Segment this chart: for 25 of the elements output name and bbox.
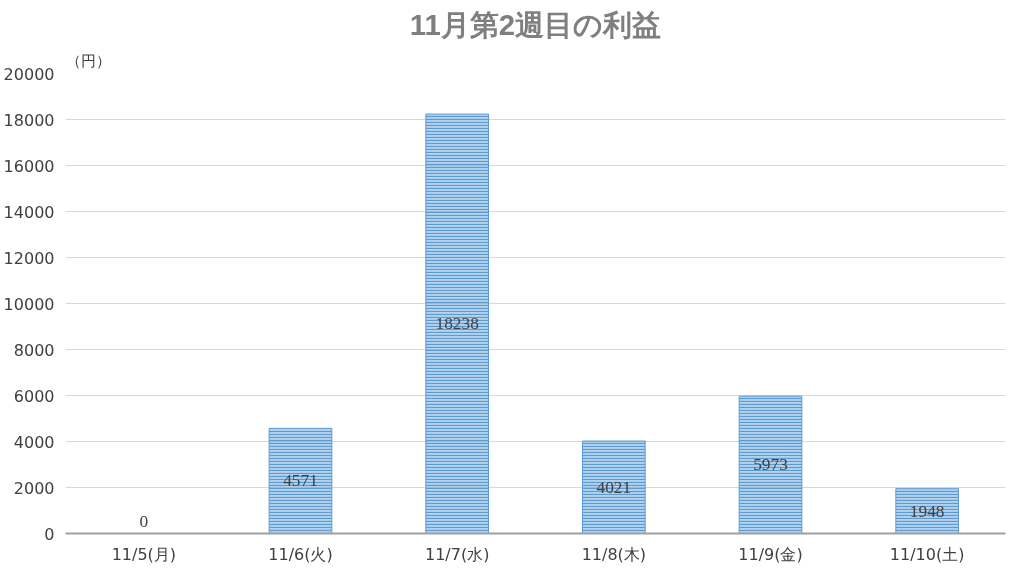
data-label: 4571 <box>283 471 318 491</box>
x-tick-label: 11/7(水) <box>424 544 490 564</box>
y-tick-label: 6000 <box>13 386 55 406</box>
y-tick-label: 4000 <box>13 432 55 452</box>
y-tick-label: 12000 <box>3 248 55 268</box>
x-tick-label: 11/5(月) <box>111 544 177 564</box>
data-label: 18238 <box>435 314 479 334</box>
x-tick-label: 11/6(火) <box>268 544 333 564</box>
y-tick-label: 18000 <box>3 110 55 130</box>
x-tick-label: 11/9(金) <box>738 544 803 564</box>
data-label: 1948 <box>909 501 945 521</box>
y-tick-label: 10000 <box>3 294 55 314</box>
y-tick-label: 8000 <box>13 340 55 360</box>
y-tick-label: 16000 <box>3 156 55 176</box>
data-label: 0 <box>139 512 149 531</box>
y-tick-label: 14000 <box>3 202 55 222</box>
y-tick-label: 20000 <box>3 64 55 84</box>
y-tick-label: 2000 <box>13 478 55 498</box>
data-label: 5973 <box>753 455 788 475</box>
data-label: 4021 <box>596 477 632 497</box>
y-axis-title: （円） <box>65 52 111 69</box>
x-tick-label: 11/8(木) <box>581 544 647 564</box>
chart-title: 11月第2週目の利益 <box>409 7 662 41</box>
x-tick-label: 11/10(土) <box>889 544 965 564</box>
y-tick-label: 0 <box>44 524 55 544</box>
